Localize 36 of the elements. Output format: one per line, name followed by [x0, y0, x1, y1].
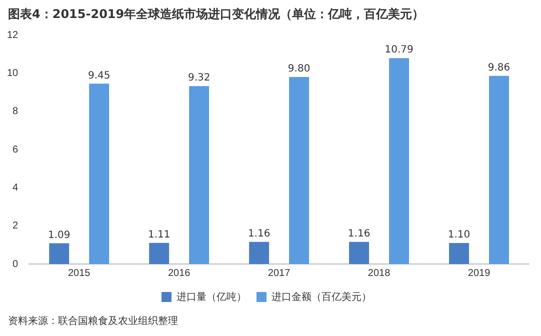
bar — [89, 84, 110, 264]
bar — [389, 58, 410, 264]
bar — [49, 243, 70, 264]
legend-label: 进口金额（百亿美元） — [272, 290, 372, 303]
data-label: 9.86 — [488, 62, 510, 74]
y-tick-label: 2 — [12, 220, 19, 232]
y-tick-label: 6 — [12, 144, 19, 156]
data-label: 9.45 — [88, 70, 110, 82]
bar — [449, 243, 470, 264]
data-label: 9.80 — [288, 64, 310, 75]
chart-title: 图表4：2015-2019年全球造纸市场进口变化情况（单位：亿吨，百亿美元） — [8, 6, 424, 23]
x-tick-label: 2015 — [68, 268, 91, 279]
data-label: 1.16 — [248, 228, 270, 240]
data-label: 1.10 — [448, 230, 470, 241]
legend-label: 进口量（亿吨） — [176, 290, 246, 303]
bar — [349, 242, 370, 264]
bar — [289, 76, 310, 264]
y-tick-label: 4 — [12, 182, 19, 194]
data-label: 1.11 — [148, 229, 170, 240]
text: 资料来源：联合国粮食及农业组织整理 — [8, 314, 178, 328]
y-tick-label: 10 — [7, 68, 19, 79]
y-tick-label: 0 — [12, 258, 19, 270]
data-label: 9.32 — [188, 72, 210, 84]
x-tick-label: 2017 — [268, 268, 291, 279]
x-tick-label: 2019 — [468, 268, 491, 279]
bar — [189, 86, 210, 264]
x-tick-label: 2016 — [168, 268, 191, 279]
bar — [489, 76, 510, 264]
bar — [249, 242, 270, 264]
y-tick-label: 12 — [7, 30, 19, 41]
data-label: 10.79 — [384, 44, 414, 56]
bar — [149, 242, 170, 264]
x-tick-label: 2018 — [368, 268, 391, 279]
data-label: 1.16 — [348, 228, 370, 240]
data-label: 1.09 — [48, 230, 70, 241]
y-tick-label: 8 — [12, 106, 19, 118]
